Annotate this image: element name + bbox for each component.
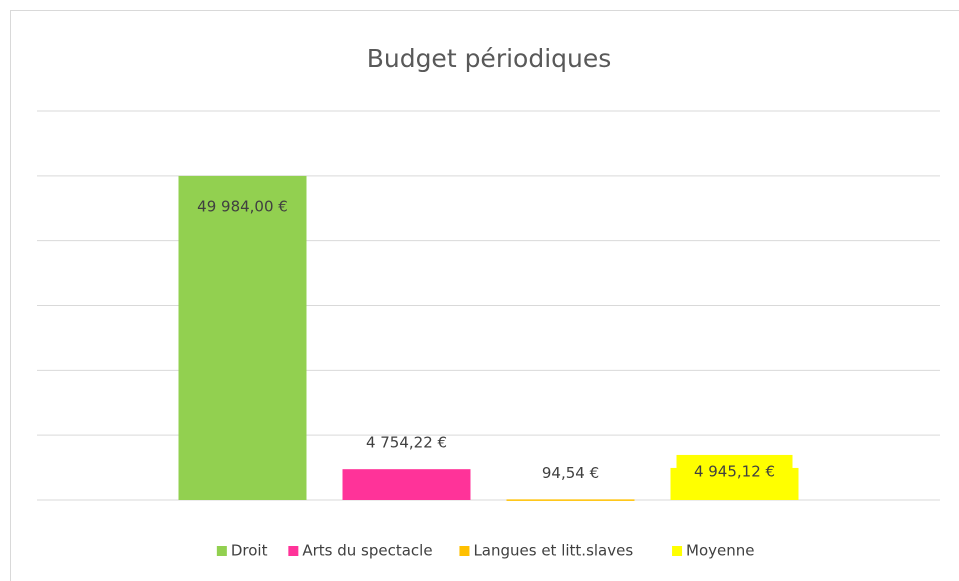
data-label: 94,54 €: [542, 464, 599, 482]
legend-label: Arts du spectacle: [302, 542, 432, 560]
legend-swatch: [216, 546, 227, 556]
data-label: 4 945,12 €: [694, 462, 775, 480]
data-label: 49 984,00 €: [197, 197, 288, 215]
legend-label: Langues et litt.slaves: [473, 542, 633, 560]
legend-swatch: [672, 546, 683, 556]
legend-swatch: [459, 546, 470, 556]
data-label-highlight: [676, 454, 793, 489]
chart-frame: [10, 10, 959, 581]
data-label: 4 754,22 €: [366, 434, 447, 452]
legend-swatch: [288, 546, 299, 556]
legend-label: Droit: [231, 542, 268, 560]
legend-label: Moyenne: [686, 542, 754, 560]
chart-title: Budget périodiques: [367, 44, 612, 73]
bar: [342, 469, 471, 500]
bar: [506, 499, 635, 501]
bar: [178, 175, 307, 500]
